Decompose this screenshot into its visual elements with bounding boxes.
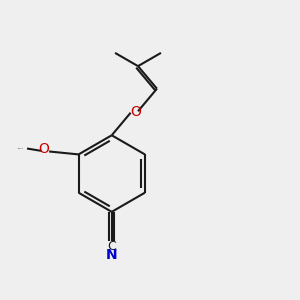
Text: N: N xyxy=(106,248,118,262)
Text: O: O xyxy=(130,105,141,119)
Text: methoxy: methoxy xyxy=(17,148,24,149)
Text: O: O xyxy=(39,142,50,156)
Text: C: C xyxy=(107,240,116,253)
